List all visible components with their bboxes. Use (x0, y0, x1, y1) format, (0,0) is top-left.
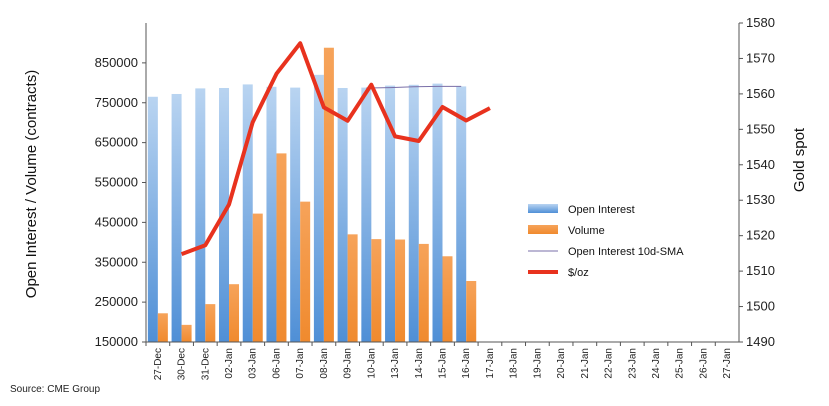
bar-open-interest (361, 87, 372, 342)
x-tick-label: 14-Jan (414, 348, 425, 379)
bar-volume (371, 239, 382, 342)
x-tick-label: 27-Jan (722, 348, 733, 379)
y2-tick-label: 1500 (746, 299, 775, 314)
x-tick-label: 13-Jan (390, 348, 401, 379)
x-tick-label: 03-Jan (248, 348, 259, 379)
bar-volume (181, 324, 192, 342)
bar-volume (205, 304, 216, 342)
line-layer (180, 41, 491, 256)
y2-tick-label: 1560 (746, 86, 775, 101)
bar-open-interest (147, 96, 158, 342)
y2-tick-label: 1530 (746, 192, 775, 207)
x-tick-label: 31-Dec (200, 348, 211, 380)
bar-layer (147, 47, 477, 343)
x-tick-label: 24-Jan (651, 348, 662, 379)
y2-tick-label: 1490 (746, 334, 775, 349)
x-tick-label: 20-Jan (556, 348, 567, 379)
bar-open-interest (456, 86, 467, 343)
x-tick-label: 17-Jan (485, 348, 496, 379)
legend-swatch-open-interest (528, 204, 558, 213)
y-axis-title: Open Interest / Volume (contracts) (23, 70, 40, 298)
x-tick-label: 19-Jan (532, 348, 543, 379)
bar-open-interest (385, 85, 396, 342)
x-tick-label: 22-Jan (604, 348, 615, 379)
x-tick-label: 02-Jan (224, 348, 235, 379)
bar-volume (442, 256, 453, 342)
bar-open-interest (313, 74, 324, 343)
y-tick-label: 650000 (95, 135, 138, 150)
x-tick-label: 21-Jan (580, 348, 591, 379)
y-tick-label: 550000 (95, 175, 138, 190)
y2-tick-label: 1520 (746, 228, 775, 243)
line-open-interest-sma (366, 85, 462, 89)
x-tick-label: 15-Jan (438, 348, 449, 379)
bar-volume (300, 201, 311, 342)
y-tick-label: 750000 (95, 95, 138, 110)
bar-open-interest (408, 84, 419, 343)
bar-volume (252, 213, 263, 342)
x-tick-label: 25-Jan (675, 348, 686, 379)
source-note: Source: CME Group (10, 384, 101, 395)
bar-open-interest (171, 93, 182, 342)
x-tick-label: 18-Jan (509, 348, 520, 379)
y2-tick-label: 1580 (746, 15, 775, 30)
x-tick-label: 09-Jan (343, 348, 354, 379)
legend-label: Volume (568, 225, 605, 237)
bar-open-interest (266, 86, 277, 342)
legend-label: Open Interest (568, 204, 635, 216)
x-tick-label: 26-Jan (698, 348, 709, 379)
y2-axis-title: Gold spot (791, 127, 808, 192)
legend: Open Interest Volume Open Interest 10d-SMA… (528, 204, 684, 279)
bar-open-interest (242, 84, 253, 342)
bar-volume (323, 47, 334, 342)
bar-volume (276, 153, 287, 342)
line-gold-price (180, 41, 491, 256)
bar-volume (347, 234, 358, 342)
bar-volume (229, 284, 240, 342)
y-tick-label: 250000 (95, 294, 138, 309)
x-tick-label: 08-Jan (319, 348, 330, 379)
bar-volume (157, 313, 168, 342)
x-tick-label: 10-Jan (366, 348, 377, 379)
x-tick-label: 06-Jan (271, 348, 282, 379)
legend-label: Open Interest 10d-SMA (568, 246, 684, 258)
y2-tick-label: 1550 (746, 121, 775, 136)
y2-tick-label: 1540 (746, 157, 775, 172)
legend-label: $/oz (568, 267, 589, 279)
x-tick-label: 16-Jan (461, 348, 472, 379)
y-tick-label: 350000 (95, 254, 138, 269)
x-tick-label: 30-Dec (177, 348, 188, 380)
bar-volume (395, 239, 406, 342)
legend-swatch-volume (528, 225, 558, 234)
x-tick-label: 27-Dec (153, 348, 164, 380)
y2-tick-label: 1510 (746, 263, 775, 278)
y-tick-label: 150000 (95, 334, 138, 349)
x-tick-label: 07-Jan (295, 348, 306, 379)
bar-open-interest (290, 87, 301, 342)
bar-volume (466, 280, 477, 342)
x-tick-label: 23-Jan (627, 348, 638, 379)
y2-tick-label: 1570 (746, 50, 775, 65)
y-tick-label: 450000 (95, 214, 138, 229)
bar-open-interest (337, 87, 348, 342)
y-tick-label: 850000 (95, 55, 138, 70)
axes-layer: 150000 250000 350000 450000 550000 650000 7500… (95, 15, 775, 380)
bar-open-interest (195, 88, 206, 343)
bar-open-interest (432, 83, 443, 343)
bar-volume (418, 243, 429, 342)
